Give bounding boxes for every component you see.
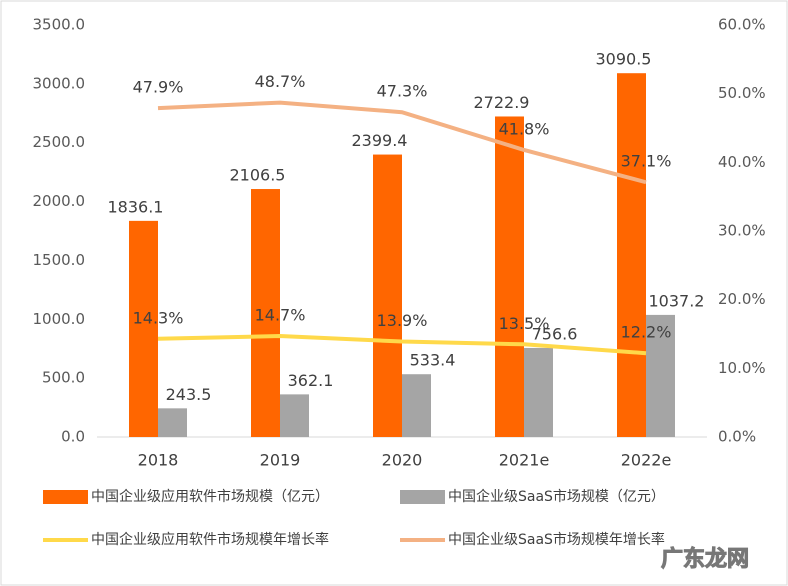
data-label: 1836.1 bbox=[108, 197, 164, 216]
y-tick-label: 2000.0 bbox=[33, 192, 86, 210]
legend-swatch bbox=[43, 490, 88, 504]
x-tick-label: 2018 bbox=[138, 451, 179, 470]
data-label: 2399.4 bbox=[352, 131, 408, 150]
legend-label: 中国企业级SaaS市场规模（亿元） bbox=[448, 488, 665, 505]
y2-tick-label: 60.0% bbox=[718, 16, 766, 34]
legend-swatch bbox=[400, 490, 445, 504]
y2-tick-label: 10.0% bbox=[718, 359, 766, 377]
bar bbox=[617, 73, 646, 437]
data-label: 3090.5 bbox=[596, 50, 652, 69]
data-label: 14.7% bbox=[255, 306, 306, 325]
x-tick-label: 2020 bbox=[382, 451, 423, 470]
y-tick-label: 3000.0 bbox=[33, 74, 86, 92]
bar bbox=[158, 408, 187, 437]
x-tick-label: 2021e bbox=[499, 451, 550, 470]
y-tick-label: 500.0 bbox=[42, 369, 85, 387]
data-label: 47.3% bbox=[377, 82, 428, 101]
y2-tick-label: 50.0% bbox=[718, 84, 766, 102]
data-label: 47.9% bbox=[133, 78, 184, 97]
legend-label: 中国企业级SaaS市场规模年增长率 bbox=[448, 531, 665, 548]
data-label: 14.3% bbox=[133, 308, 184, 327]
bar bbox=[373, 154, 402, 437]
y2-tick-label: 20.0% bbox=[718, 290, 766, 308]
y-tick-label: 1500.0 bbox=[33, 251, 86, 269]
data-label: 13.9% bbox=[377, 311, 428, 330]
data-label: 2106.5 bbox=[230, 166, 286, 185]
watermark: 广东龙网 bbox=[661, 546, 749, 572]
data-label: 756.6 bbox=[532, 324, 578, 343]
legend-label: 中国企业级应用软件市场规模（亿元） bbox=[91, 488, 329, 505]
bar bbox=[280, 394, 309, 437]
y-tick-label: 1000.0 bbox=[33, 310, 86, 328]
data-label: 362.1 bbox=[288, 371, 334, 390]
data-label: 13.5% bbox=[499, 314, 550, 333]
x-tick-label: 2019 bbox=[260, 451, 301, 470]
bar bbox=[524, 347, 553, 437]
x-tick-label: 2022e bbox=[621, 451, 672, 470]
data-label: 1037.2 bbox=[649, 291, 705, 310]
y2-tick-label: 40.0% bbox=[718, 153, 766, 171]
bar bbox=[129, 220, 158, 437]
data-label: 12.2% bbox=[621, 323, 672, 342]
y2-tick-label: 30.0% bbox=[718, 222, 766, 240]
y-tick-label: 0.0 bbox=[61, 428, 85, 446]
bar bbox=[646, 314, 675, 437]
data-label: 2722.9 bbox=[474, 93, 530, 112]
line bbox=[157, 100, 647, 185]
data-label: 48.7% bbox=[255, 72, 306, 91]
bar bbox=[402, 374, 431, 437]
bar bbox=[495, 116, 524, 437]
line bbox=[157, 334, 647, 356]
bar bbox=[251, 189, 280, 437]
data-label: 37.1% bbox=[621, 152, 672, 171]
y2-tick-label: 0.0% bbox=[718, 428, 756, 446]
data-label: 533.4 bbox=[410, 351, 456, 370]
y-tick-label: 2500.0 bbox=[33, 133, 86, 151]
y-tick-label: 3500.0 bbox=[33, 16, 86, 34]
legend-label: 中国企业级应用软件市场规模年增长率 bbox=[91, 531, 329, 548]
data-label: 41.8% bbox=[499, 119, 550, 138]
data-label: 243.5 bbox=[166, 385, 212, 404]
